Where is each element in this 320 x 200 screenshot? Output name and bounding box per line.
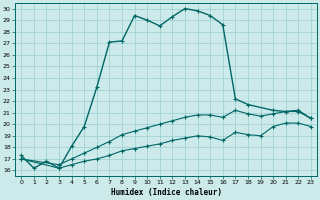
X-axis label: Humidex (Indice chaleur): Humidex (Indice chaleur) bbox=[111, 188, 221, 197]
